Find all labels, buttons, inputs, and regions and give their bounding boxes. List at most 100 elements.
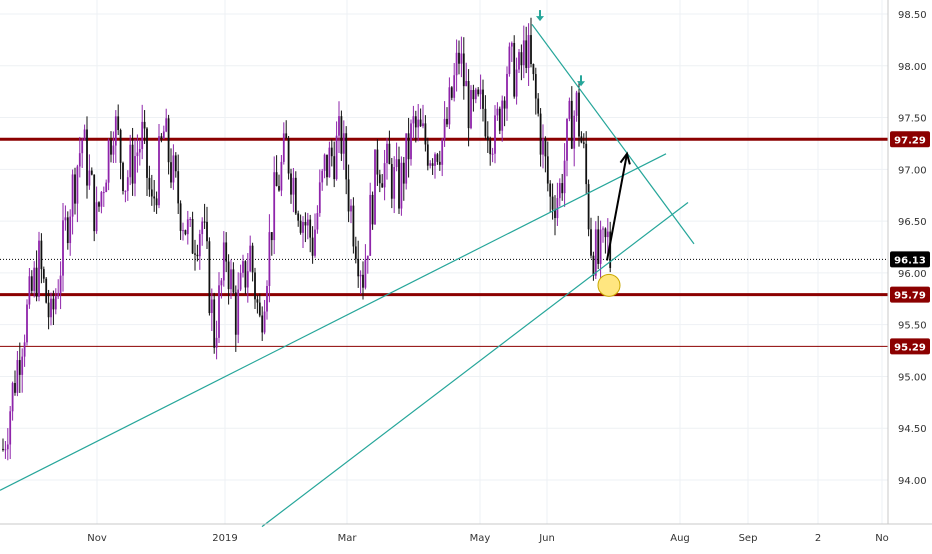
candle-body bbox=[479, 89, 482, 95]
candle-body bbox=[568, 100, 571, 119]
candle-body bbox=[35, 267, 38, 297]
candle-body bbox=[155, 198, 158, 206]
candle-body bbox=[515, 69, 518, 97]
candle-body bbox=[297, 213, 300, 221]
candle-body bbox=[148, 177, 151, 190]
candle-body bbox=[134, 156, 136, 184]
y-tick-label: 97.00 bbox=[898, 165, 927, 176]
candle-body bbox=[143, 121, 146, 129]
candle-body bbox=[318, 182, 321, 214]
time-axis[interactable]: Nov 2019 Mar May Jun Aug Sep 2 No bbox=[87, 533, 889, 544]
y-tick-label: 94.50 bbox=[898, 424, 927, 435]
y-tick-label: 97.50 bbox=[898, 114, 927, 125]
candle-body bbox=[16, 360, 19, 393]
candle-body bbox=[98, 202, 100, 207]
candle-body bbox=[47, 302, 50, 318]
candle-body bbox=[592, 255, 595, 276]
price-axis[interactable]: 98.50 98.00 97.50 97.00 96.50 96.00 95.50 95.00… bbox=[898, 10, 927, 487]
candle-body bbox=[376, 149, 379, 175]
candle-body bbox=[292, 177, 295, 195]
candle-body bbox=[350, 205, 352, 212]
candle-body bbox=[69, 216, 72, 244]
candle-body bbox=[484, 108, 487, 137]
price-tag-box bbox=[890, 286, 930, 303]
candle-body bbox=[285, 133, 288, 139]
candle-body bbox=[100, 192, 103, 207]
candle-body bbox=[249, 245, 252, 272]
candle-body bbox=[580, 136, 583, 143]
candle-body bbox=[486, 136, 489, 141]
x-tick-label: May bbox=[470, 533, 491, 544]
candle-body bbox=[450, 87, 453, 98]
candle-body bbox=[314, 229, 316, 256]
candle-body bbox=[287, 138, 290, 174]
candle-body bbox=[518, 52, 520, 70]
candle-body bbox=[609, 231, 612, 268]
candle-body bbox=[604, 228, 607, 238]
candle-body bbox=[119, 130, 122, 163]
x-tick-label: Mar bbox=[338, 533, 358, 544]
horizontal-levels bbox=[0, 137, 888, 347]
candle-body bbox=[254, 272, 256, 300]
candle-body bbox=[203, 221, 206, 223]
candle-body bbox=[482, 89, 484, 109]
pivot-arrow-icon bbox=[536, 16, 544, 22]
x-tick-label: Nov bbox=[87, 533, 107, 544]
candle-body bbox=[424, 123, 427, 145]
candle-body bbox=[90, 170, 93, 175]
candle-body bbox=[179, 203, 182, 231]
candle-body bbox=[182, 230, 184, 232]
x-tick-label: Aug bbox=[670, 533, 690, 544]
candle-body bbox=[146, 128, 148, 178]
candle-body bbox=[527, 35, 530, 68]
candle-body bbox=[6, 444, 9, 450]
candle-body bbox=[232, 269, 235, 293]
x-tick-label: No bbox=[875, 533, 889, 544]
candle-body bbox=[9, 411, 12, 445]
candle-body bbox=[59, 275, 62, 294]
candle-body bbox=[477, 89, 480, 95]
candle-body bbox=[597, 229, 600, 264]
candle-body bbox=[45, 278, 48, 303]
candle-body bbox=[402, 162, 405, 184]
candle-body bbox=[330, 147, 333, 157]
candle-body bbox=[400, 162, 403, 209]
candle-body bbox=[395, 159, 398, 168]
trendlines bbox=[0, 23, 695, 528]
candle-body bbox=[434, 154, 436, 166]
candle-body bbox=[390, 164, 393, 199]
candle-body bbox=[278, 186, 280, 191]
candle-body bbox=[242, 261, 244, 273]
candle-body bbox=[57, 293, 60, 297]
candle-body bbox=[462, 53, 465, 87]
candle-body bbox=[501, 100, 504, 131]
candle-body bbox=[342, 133, 345, 154]
x-tick-label: 2019 bbox=[212, 533, 237, 544]
candle-body bbox=[345, 133, 348, 180]
candle-body bbox=[172, 155, 175, 183]
candle-body bbox=[237, 289, 240, 335]
candle-body bbox=[414, 116, 417, 128]
candle-body bbox=[52, 298, 55, 310]
candle-body bbox=[359, 274, 362, 277]
candlesticks bbox=[2, 17, 612, 461]
candle-body bbox=[599, 229, 602, 264]
candle-body bbox=[426, 144, 429, 166]
candle-body bbox=[239, 272, 242, 290]
y-tick-label: 95.00 bbox=[898, 372, 927, 383]
candle-body bbox=[213, 299, 216, 348]
candle-body bbox=[335, 135, 338, 180]
candle-body bbox=[602, 228, 604, 230]
candle-body bbox=[446, 118, 448, 125]
candle-body bbox=[357, 258, 360, 277]
candle-body bbox=[554, 209, 556, 219]
candle-body bbox=[510, 43, 513, 47]
candle-body bbox=[302, 221, 304, 233]
falling-trendline bbox=[531, 23, 695, 245]
candle-body bbox=[467, 80, 470, 129]
candle-body bbox=[2, 448, 4, 450]
candle-body bbox=[18, 360, 21, 375]
candle-body bbox=[165, 118, 168, 132]
candle-body bbox=[78, 153, 81, 167]
